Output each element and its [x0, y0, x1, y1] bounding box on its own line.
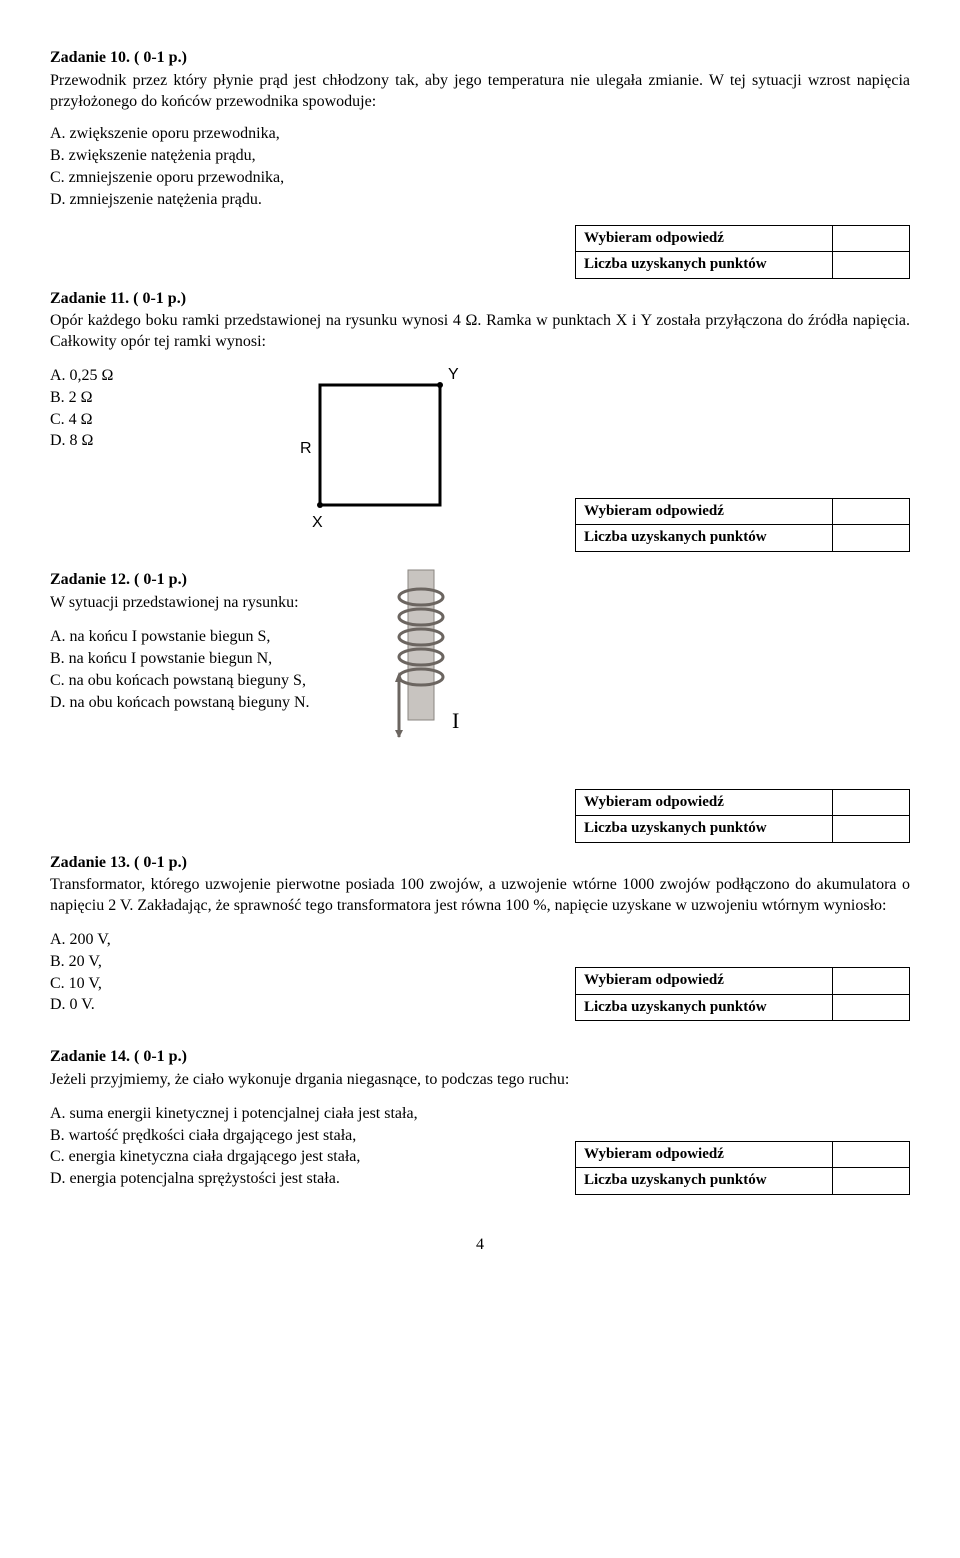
task-11-opt-d: D. 8 Ω: [50, 431, 170, 452]
task-11-opt-c: C. 4 Ω: [50, 410, 170, 431]
answer-value[interactable]: [833, 968, 910, 995]
task-12-text: W sytuacji przedstawionej na rysunku:: [50, 593, 310, 614]
task-10-opt-d: D. zmniejszenie natężenia prądu.: [50, 190, 910, 211]
task-14-answer-box: Wybieram odpowiedź Liczba uzyskanych pun…: [575, 1141, 910, 1195]
task-10-answer-box: Wybieram odpowiedź Liczba uzyskanych pun…: [575, 225, 910, 279]
answer-value[interactable]: [833, 225, 910, 252]
points-label: Liczba uzyskanych punktów: [576, 816, 833, 843]
answer-value[interactable]: [833, 1141, 910, 1168]
task-14-opt-c: C. energia kinetyczna ciała drgającego j…: [50, 1147, 418, 1168]
task-11-answer-box: Wybieram odpowiedź Liczba uzyskanych pun…: [575, 498, 910, 552]
answer-label: Wybieram odpowiedź: [576, 1141, 833, 1168]
task-10-opt-a: A. zwiększenie oporu przewodnika,: [50, 124, 910, 145]
task-14-options: A. suma energii kinetycznej i potencjaln…: [50, 1103, 418, 1191]
points-value[interactable]: [833, 994, 910, 1021]
points-label: Liczba uzyskanych punktów: [576, 994, 833, 1021]
answer-value[interactable]: [833, 498, 910, 525]
task-12-title: Zadanie 12. ( 0-1 p.): [50, 570, 310, 591]
task-12-diagram: I: [370, 562, 480, 749]
answer-label: Wybieram odpowiedź: [576, 789, 833, 816]
points-value[interactable]: [833, 1168, 910, 1195]
task-10-opt-c: C. zmniejszenie oporu przewodnika,: [50, 168, 910, 189]
task-12-options: A. na końcu I powstanie biegun S, B. na …: [50, 627, 310, 713]
answer-label: Wybieram odpowiedź: [576, 225, 833, 252]
task-11-diagram: Y R X: [290, 365, 470, 542]
task-14-opt-d: D. energia potencjalna sprężystości jest…: [50, 1169, 418, 1190]
points-label: Liczba uzyskanych punktów: [576, 252, 833, 279]
task-12-opt-a: A. na końcu I powstanie biegun S,: [50, 627, 310, 648]
points-label: Liczba uzyskanych punktów: [576, 1168, 833, 1195]
task-11-opt-a: A. 0,25 Ω: [50, 366, 170, 387]
task-11-options: A. 0,25 Ω B. 2 Ω C. 4 Ω D. 8 Ω: [50, 365, 170, 453]
task-13-answer-box: Wybieram odpowiedź Liczba uzyskanych pun…: [575, 967, 910, 1021]
task-13-opt-b: B. 20 V,: [50, 952, 111, 973]
points-value[interactable]: [833, 816, 910, 843]
answer-label: Wybieram odpowiedź: [576, 498, 833, 525]
task-13-title: Zadanie 13. ( 0-1 p.): [50, 853, 910, 874]
task-13-opt-a: A. 200 V,: [50, 930, 111, 951]
task-12-opt-c: C. na obu końcach powstaną bieguny S,: [50, 671, 310, 692]
points-value[interactable]: [833, 252, 910, 279]
diagram-label-r: R: [300, 440, 312, 457]
page-number: 4: [50, 1235, 910, 1256]
task-13-opt-d: D. 0 V.: [50, 995, 111, 1016]
diagram-label-x: X: [312, 514, 323, 531]
task-11-title: Zadanie 11. ( 0-1 p.): [50, 289, 910, 310]
points-label: Liczba uzyskanych punktów: [576, 525, 833, 552]
task-12-opt-b: B. na końcu I powstanie biegun N,: [50, 649, 310, 670]
task-11-opt-b: B. 2 Ω: [50, 388, 170, 409]
task-13-opt-c: C. 10 V,: [50, 974, 111, 995]
task-10-text: Przewodnik przez który płynie prąd jest …: [50, 71, 910, 113]
task-14-text: Jeżeli przyjmiemy, że ciało wykonuje drg…: [50, 1070, 910, 1091]
diagram-label-i: I: [452, 708, 459, 733]
task-13-options: A. 200 V, B. 20 V, C. 10 V, D. 0 V.: [50, 929, 111, 1017]
task-12-opt-d: D. na obu końcach powstaną bieguny N.: [50, 693, 310, 714]
task-14-opt-a: A. suma energii kinetycznej i potencjaln…: [50, 1104, 418, 1125]
task-10-title: Zadanie 10. ( 0-1 p.): [50, 48, 910, 69]
task-13-text: Transformator, którego uzwojenie pierwot…: [50, 875, 910, 917]
answer-label: Wybieram odpowiedź: [576, 968, 833, 995]
task-12-answer-box: Wybieram odpowiedź Liczba uzyskanych pun…: [575, 789, 910, 843]
points-value[interactable]: [833, 525, 910, 552]
task-11-text: Opór każdego boku ramki przedstawionej n…: [50, 311, 910, 353]
task-10-options: A. zwiększenie oporu przewodnika, B. zwi…: [50, 124, 910, 210]
diagram-label-y: Y: [448, 366, 459, 383]
task-14-title: Zadanie 14. ( 0-1 p.): [50, 1047, 910, 1068]
answer-value[interactable]: [833, 789, 910, 816]
task-10-opt-b: B. zwiększenie natężenia prądu,: [50, 146, 910, 167]
task-14-opt-b: B. wartość prędkości ciała drgającego je…: [50, 1126, 418, 1147]
